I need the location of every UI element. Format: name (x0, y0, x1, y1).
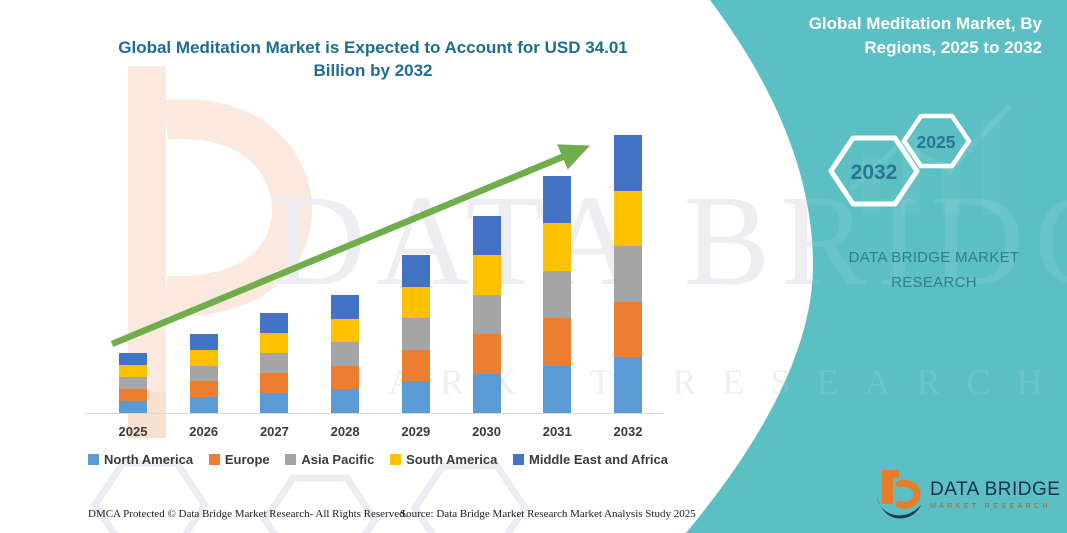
segment-north-america (613, 357, 642, 413)
segment-europe (613, 301, 642, 358)
segment-middle-east-and-africa (472, 216, 501, 256)
segment-middle-east-and-africa (331, 294, 360, 319)
segment-asia-pacific (472, 294, 501, 335)
side-panel-heading: Global Meditation Market, By Regions, 20… (808, 14, 1042, 57)
hexagon-2032-label: 2032 (851, 161, 898, 184)
stacked-bar-2027 (260, 312, 289, 413)
legend-swatch (88, 454, 99, 465)
stacked-bar-2032 (613, 135, 642, 413)
chart-title: Global Meditation Market is Expected to … (118, 38, 628, 80)
legend-swatch (513, 454, 525, 465)
x-axis-line (85, 413, 663, 414)
segment-asia-pacific (189, 365, 218, 382)
year-label-2029: 2029 (401, 424, 431, 439)
logo-text-block: DATA BRIDGE MARKET RESEARCH (930, 479, 1061, 511)
stacked-bar-2029 (401, 254, 430, 413)
legend-swatch (208, 454, 220, 465)
logo-subtitle: MARKET RESEARCH (930, 503, 1051, 510)
segment-europe (331, 365, 360, 390)
segment-south-america (119, 364, 147, 377)
hexagon-2032: 2032 (828, 135, 920, 207)
year-label-2032: 2032 (613, 424, 643, 439)
segment-south-america (401, 286, 430, 319)
stacked-bar-2031 (543, 176, 572, 413)
segment-middle-east-and-africa (613, 135, 642, 191)
segment-north-america (119, 400, 147, 413)
data-bridge-logo-icon (877, 470, 921, 519)
segment-europe (119, 388, 147, 401)
stacked-bar-2028 (331, 294, 360, 413)
segment-europe (260, 372, 289, 393)
chart-legend: North America Europe Asia Pacific South Ame… (88, 452, 668, 467)
legend-item-south-america: South America (390, 452, 497, 467)
hexagon-watermarks (90, 459, 530, 533)
hexagon-2025-label: 2025 (917, 132, 956, 152)
legend-swatch (285, 454, 297, 465)
segment-north-america (472, 373, 501, 413)
segment-middle-east-and-africa (401, 254, 430, 287)
segment-north-america (260, 392, 289, 413)
segment-europe (401, 349, 430, 382)
teal-band-shape (686, 0, 1067, 533)
segment-middle-east-and-africa (189, 334, 218, 350)
stacked-bar-2030 (472, 216, 501, 413)
segment-south-america (613, 190, 642, 247)
segment-asia-pacific (613, 246, 642, 302)
svg-text:MARKET RESEARCH: MARKET RESEARCH (330, 362, 1067, 402)
stacked-bar-2025 (119, 352, 147, 413)
segment-north-america (401, 381, 430, 413)
year-label-2028: 2028 (330, 424, 360, 439)
source-text: Source: Data Bridge Market Research Mark… (400, 508, 696, 520)
logo-title: DATA BRIDGE (930, 479, 1061, 500)
legend-label: North America (104, 452, 194, 467)
year-label-2030: 2030 (472, 424, 501, 439)
segment-europe (189, 381, 218, 398)
year-label-2026: 2026 (189, 424, 219, 439)
year-label-2031: 2031 (542, 424, 572, 439)
year-label-2025: 2025 (118, 424, 148, 439)
legend-label: Europe (224, 452, 270, 467)
brand-text: DATA BRIDGE MARKET RESEARCH (848, 249, 1020, 291)
segment-middle-east-and-africa (260, 312, 289, 333)
legend-item-europe: Europe (208, 452, 270, 467)
segment-asia-pacific (331, 342, 360, 366)
segment-south-america (260, 332, 289, 353)
segment-north-america (189, 397, 218, 413)
legend-item-asia-pacific: Asia Pacific (285, 452, 374, 467)
segment-europe (472, 334, 501, 374)
segment-asia-pacific (260, 352, 289, 373)
segment-north-america (543, 365, 572, 413)
segment-asia-pacific (543, 270, 572, 319)
legend-item-middle-east-and-africa: Middle East and Africa (513, 452, 668, 467)
dmca-copyright-text: DMCA Protected © Data Bridge Market Rese… (88, 508, 408, 520)
legend-label: Asia Pacific (301, 452, 375, 467)
segment-north-america (331, 389, 360, 413)
segment-middle-east-and-africa (119, 352, 147, 365)
stacked-bar-2026 (189, 334, 218, 413)
hexagon-2025: 2025 (901, 113, 972, 169)
segment-middle-east-and-africa (543, 176, 572, 224)
legend-label: Middle East and Africa (529, 452, 668, 467)
segment-south-america (472, 255, 501, 295)
segment-asia-pacific (119, 376, 147, 389)
segment-south-america (189, 349, 218, 366)
year-label-2027: 2027 (259, 424, 289, 439)
segment-asia-pacific (401, 318, 430, 350)
legend-label: South America (406, 452, 498, 467)
segment-europe (543, 318, 572, 366)
data-bridge-logo: DATA BRIDGE MARKET RESEARCH (874, 468, 1060, 522)
legend-swatch (390, 454, 402, 465)
legend-item-north-america: North America (88, 452, 193, 467)
segment-south-america (331, 318, 360, 343)
segment-south-america (543, 223, 572, 271)
